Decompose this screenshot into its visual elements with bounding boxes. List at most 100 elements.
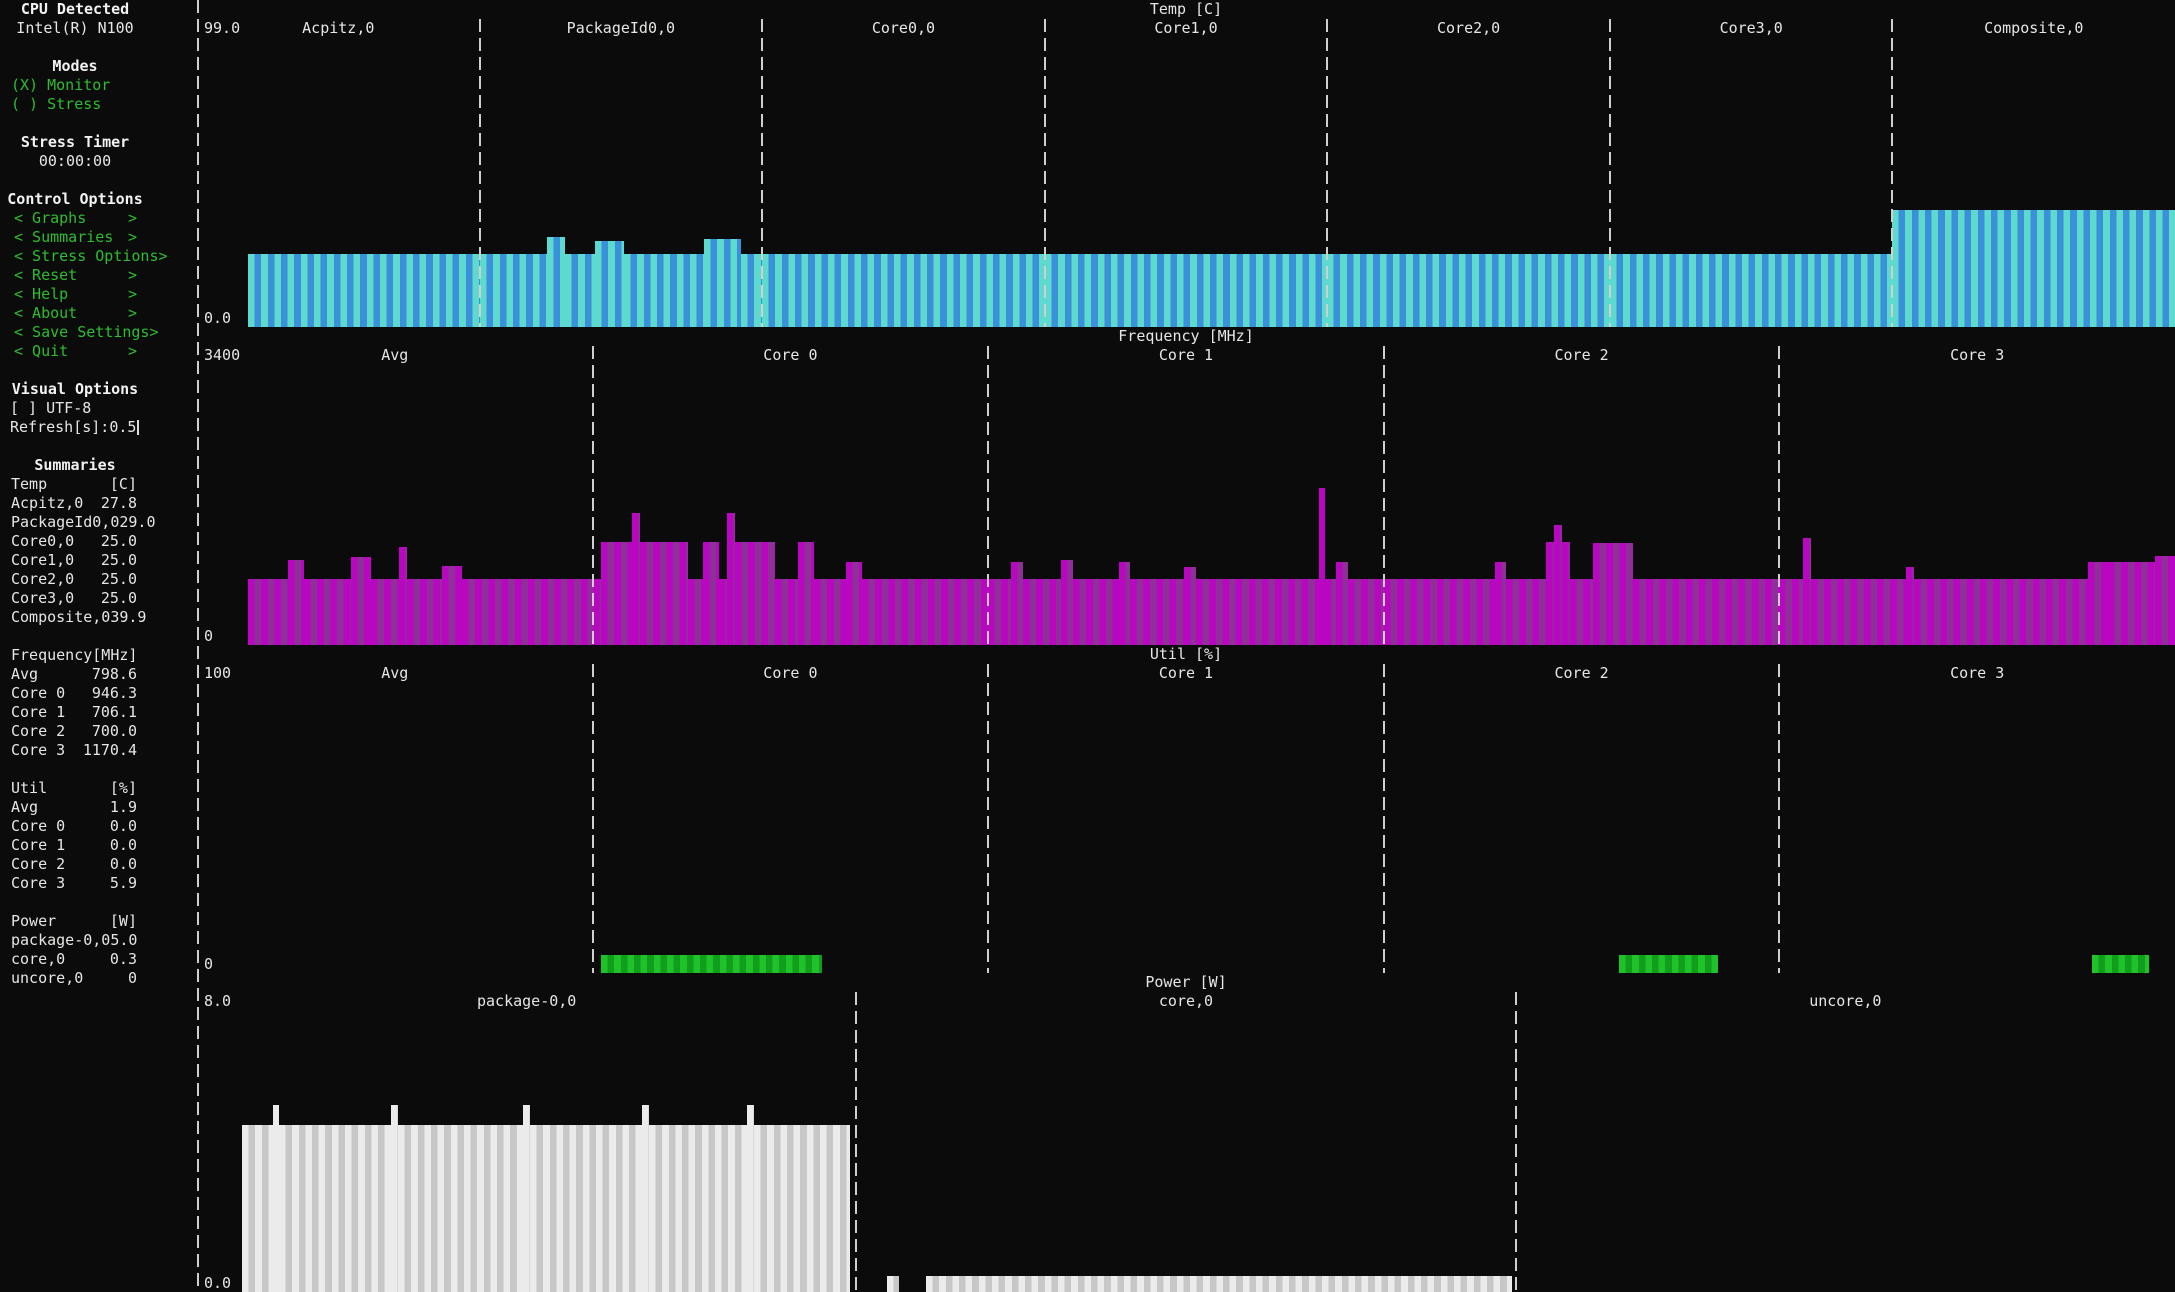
graph-temp-c: Temp [C] 99.0 0.0 Acpitz,0 PackageId0,0 Core0… [197,0,2175,327]
column-label: Avg [381,664,409,682]
bar-run [727,512,735,645]
chevron-right-icon: > [149,323,159,341]
column-label: Core1,0 [1154,19,1218,37]
graph-column-core-0: Core 0 [592,346,990,645]
bar-run [1913,578,2088,645]
axis-max-label: 99.0 [204,19,241,37]
bar-run [1118,562,1131,645]
utf8-checkbox[interactable]: [ ] UTF-8 [10,399,92,417]
column-label: Core0,0 [871,19,936,37]
chevron-right-icon: > [127,304,137,322]
bar-run [1061,559,1073,645]
column-label: Core 3 [1950,346,2005,364]
column-bars [479,37,763,327]
refresh-input[interactable]: Refresh[s]:0.5 [0,418,197,437]
summary-row-label: Avg [11,798,39,816]
bar-run [248,578,288,645]
graph-column-avg: Avg [197,664,594,973]
control-option-graphs[interactable]: < Graphs > [0,209,150,228]
column-bars [762,37,1045,327]
summary-row-label: Core0,0 [11,532,75,550]
bar-run [1593,543,1633,645]
column-bars [1779,364,2175,645]
summary-row-value: 25.0 [100,551,137,569]
bar-run [1779,578,1804,645]
column-bars [197,364,593,645]
summary-group-name: Util [11,779,48,797]
column-label: Core2,0 [1436,19,1501,37]
graph-columns: package-0,0 core,0 uncore,0 [197,992,2175,1292]
bar-run [1803,537,1812,645]
summary-row-label: Core3,0 [11,589,75,607]
bar-run [861,578,989,645]
control-option-stress-options[interactable]: < Stress Options > [0,247,168,266]
bar-run [2155,555,2175,645]
control-option-reset[interactable]: < Reset > [0,266,150,285]
axis-max-label: 3400 [204,346,241,364]
graph-columns: Avg Core 0 Core 1 Core 2 Core 3 [197,664,2175,973]
bar-run [287,559,304,645]
sidebar: CPU Detected Intel(R) N100 Modes (X) Mon… [0,0,197,1292]
control-option-help[interactable]: < Help > [0,285,150,304]
control-option-save-settings[interactable]: < Save Settings > [0,323,159,342]
summary-row-label: PackageId0,0 [11,513,120,531]
bar-run [406,578,443,645]
summary-group-name: Temp [11,475,48,493]
summary-group-unit: [MHz] [92,646,138,664]
bar-run [623,253,705,327]
bar-run [351,557,372,645]
column-divider [1778,346,1781,645]
control-option-about[interactable]: < About > [0,304,150,323]
mode-stress-radio[interactable]: ( ) Stress [11,95,102,113]
mode-monitor-radio[interactable]: (X) Monitor [11,76,111,94]
graph-title-util: Util [%] [1149,645,1223,663]
column-label: Core3,0 [1719,19,1783,37]
summary-group-unit: [C] [109,475,137,493]
graph-column-core-1: Core 1 [988,664,1385,973]
bar-run [1619,954,1719,973]
column-divider [987,664,990,973]
summary-group-unit: [W] [109,912,137,930]
bar-run [600,541,633,645]
summary-row-label: Core 2 [11,855,66,873]
bar-run [442,565,462,645]
bar-run [592,578,601,645]
summary-row-label: core,0 [11,950,66,968]
bar-run [845,562,862,645]
summary-group-name: Power [11,912,57,930]
bar-run [241,1124,273,1292]
summary-row-value: 0 [127,969,137,987]
chevron-right-icon: > [127,285,137,303]
summary-row-label: Core 0 [11,684,66,702]
column-bars [197,37,480,327]
control-option-summaries[interactable]: < Summaries > [0,228,150,247]
graph-column-core1-0: Core1,0 [1044,19,1329,327]
bar-run [925,1276,1513,1292]
graph-grid-util: 100 0 Avg Core 0 Core 1 Core 2 Core 3 [197,664,2175,973]
bar-run [1318,487,1325,645]
column-bars [1384,682,1780,973]
column-bars [988,364,1384,645]
bar-run [1184,566,1196,645]
bar-run [734,541,775,645]
bar-run [2107,562,2156,645]
summary-group-header: Util [%] [0,779,150,798]
bar-run [798,541,815,645]
summary-row-value: 27.8 [100,494,137,512]
summaries-list: Temp [C] Acpitz,0 27.8 PackageId0,0 29.0 Core0… [0,475,197,988]
graph-column-acpitz-0: Acpitz,0 [197,19,481,327]
graph-column-core-0: core,0 [856,992,1517,1292]
control-option-quit[interactable]: < Quit > [0,342,150,361]
column-label: Core 0 [763,346,818,364]
chevron-right-icon: > [127,228,137,246]
graph-grid-frequency-mhz: 3400 0 Avg Core 0 Core 1 Core 2 Core 3 [197,346,2175,645]
graph-title-frequency-mhz: Frequency [MHz] [1118,327,1254,345]
summary-row-label: Acpitz,0 [11,494,84,512]
chevron-right-icon: > [127,209,137,227]
column-divider [1891,19,1894,327]
bar-run [247,253,480,327]
bar-run [648,1124,748,1292]
column-label: Composite,0 [1984,19,2084,37]
column-label: Core 1 [1158,664,1214,682]
summary-row: package-0,0 5.0 [0,931,150,950]
